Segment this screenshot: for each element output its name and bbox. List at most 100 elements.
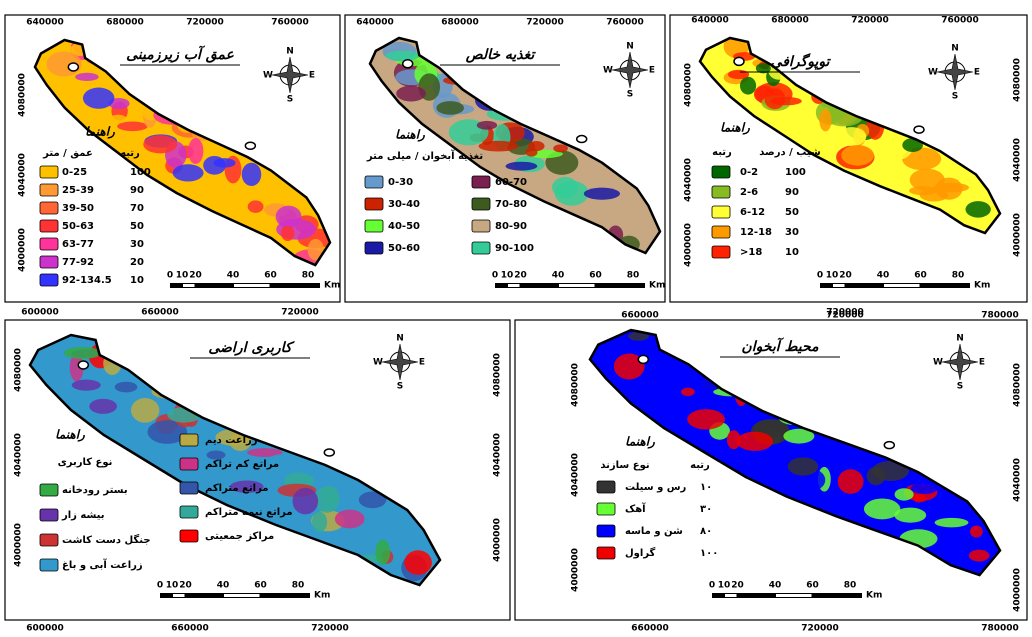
scale-label: 0 bbox=[492, 271, 498, 281]
lake bbox=[323, 448, 336, 457]
legend-label: 6-12 bbox=[740, 207, 765, 218]
map-zone bbox=[117, 121, 148, 132]
map-zone bbox=[836, 127, 867, 147]
coordinate-label: 720000 bbox=[311, 624, 349, 634]
coordinate-label: 660000 bbox=[631, 624, 669, 634]
coordinate-label: 4080000 bbox=[1013, 58, 1023, 102]
legend-rank: 100 bbox=[785, 167, 806, 178]
map-title: تغذیه خالص bbox=[465, 47, 537, 63]
coordinate-label: 640000 bbox=[356, 18, 394, 28]
aquifer-boundary bbox=[368, 36, 662, 255]
map-zone bbox=[311, 511, 328, 533]
legend-swatch bbox=[39, 483, 59, 497]
coordinate-label: 640000 bbox=[691, 16, 729, 26]
legend-swatch bbox=[179, 457, 199, 471]
map-area bbox=[700, 38, 1000, 233]
map-zone bbox=[909, 186, 938, 196]
legend-label: رس و سیلت bbox=[625, 482, 687, 493]
scale-label: 40 bbox=[227, 271, 240, 281]
map-zone bbox=[628, 331, 649, 341]
map-zone bbox=[739, 76, 757, 95]
legend-label: زراعت آبی و باغ bbox=[62, 558, 143, 571]
compass-letter: W bbox=[373, 358, 383, 368]
scale-bar-segment bbox=[224, 594, 260, 597]
legend-swatch bbox=[179, 481, 199, 495]
map-zone bbox=[71, 379, 101, 391]
lake bbox=[77, 360, 90, 370]
legend-label: شن و ماسه bbox=[625, 526, 683, 537]
legend-swatch bbox=[596, 480, 616, 494]
coordinate-label: 4040000 bbox=[571, 453, 581, 497]
legend-header: نوع کاربری bbox=[58, 457, 113, 468]
coordinate-label: 720000 bbox=[186, 18, 224, 28]
coordinate-label: 4000000 bbox=[1013, 213, 1023, 257]
scale-unit: Km bbox=[974, 281, 990, 291]
coordinate-label: 720000 bbox=[526, 18, 564, 28]
scale-bar-segment bbox=[173, 594, 185, 597]
legend-swatch bbox=[711, 165, 731, 179]
scale-label: 80 bbox=[952, 271, 965, 281]
map-zone bbox=[787, 457, 819, 476]
legend-swatch bbox=[39, 201, 59, 215]
compass-letter: S bbox=[397, 382, 403, 392]
legend-label: زراعت دیم bbox=[205, 435, 258, 446]
map-zone bbox=[206, 450, 226, 460]
scale-label: 20 bbox=[514, 271, 527, 281]
scale-label: 10 bbox=[826, 271, 839, 281]
scale-label: 80 bbox=[627, 271, 640, 281]
compass-letter: W bbox=[928, 68, 938, 78]
scale-bar-segment bbox=[508, 284, 520, 287]
legend-label: 40-50 bbox=[388, 221, 420, 232]
scale-label: 40 bbox=[217, 581, 230, 591]
coordinate-label: 4080000 bbox=[493, 353, 503, 397]
scale-label: 40 bbox=[552, 271, 565, 281]
aquifer-boundary bbox=[28, 333, 442, 587]
legend-swatch bbox=[711, 245, 731, 259]
map-title: کاربری اراضی bbox=[208, 340, 295, 356]
legend-swatch bbox=[39, 165, 59, 179]
scale-unit: Km bbox=[314, 591, 330, 601]
legend-label: 39-50 bbox=[62, 203, 94, 214]
coordinate-label: 720000 bbox=[851, 16, 889, 26]
legend-label: 2-6 bbox=[740, 187, 758, 198]
coordinate-label: 660000 bbox=[141, 308, 179, 318]
legend-header: نوع سازند bbox=[600, 460, 649, 471]
map-zone bbox=[583, 187, 620, 200]
map-zone bbox=[970, 525, 983, 538]
compass-letter: E bbox=[649, 66, 655, 76]
map-zone bbox=[147, 420, 188, 444]
compass-star bbox=[271, 56, 309, 94]
compass-star bbox=[941, 343, 979, 381]
map-title: عمق آب زیرزمینی bbox=[126, 45, 234, 63]
coordinate-label: 4040000 bbox=[493, 433, 503, 477]
map-zone bbox=[770, 96, 802, 106]
aquifer-boundary bbox=[698, 36, 1002, 235]
map-zone bbox=[912, 493, 926, 503]
legend-swatch bbox=[39, 237, 59, 251]
coordinate-label: 720000 bbox=[826, 308, 864, 318]
map-zone bbox=[727, 69, 750, 80]
map-zone bbox=[75, 72, 99, 81]
aquifer-boundary bbox=[588, 328, 1002, 577]
map-zone bbox=[241, 162, 262, 187]
coordinate-label: 4040000 bbox=[1013, 458, 1023, 502]
scale-unit: Km bbox=[324, 281, 340, 291]
map-zone bbox=[776, 404, 809, 425]
legend-rank: ۱۰۰ bbox=[700, 548, 718, 559]
coordinate-label: 4000000 bbox=[493, 518, 503, 562]
map-zone bbox=[687, 409, 725, 430]
map-zone bbox=[178, 396, 213, 408]
scale-bar-segment bbox=[183, 284, 195, 287]
legend-label: جنگل دست کاشت bbox=[62, 533, 151, 546]
map-zone bbox=[280, 225, 295, 241]
legend-label: 70-80 bbox=[495, 199, 527, 210]
compass-letter: W bbox=[263, 71, 273, 81]
map-zone bbox=[553, 144, 568, 153]
legend-label: بستر رودخانه bbox=[62, 485, 128, 496]
compass-letter: E bbox=[309, 71, 315, 81]
compass-letter: W bbox=[933, 358, 943, 368]
legend-swatch bbox=[39, 533, 59, 547]
legend-label: 60-70 bbox=[495, 177, 527, 188]
coordinate-label: 4040000 bbox=[18, 153, 28, 197]
coordinate-label: 4000000 bbox=[571, 548, 581, 592]
